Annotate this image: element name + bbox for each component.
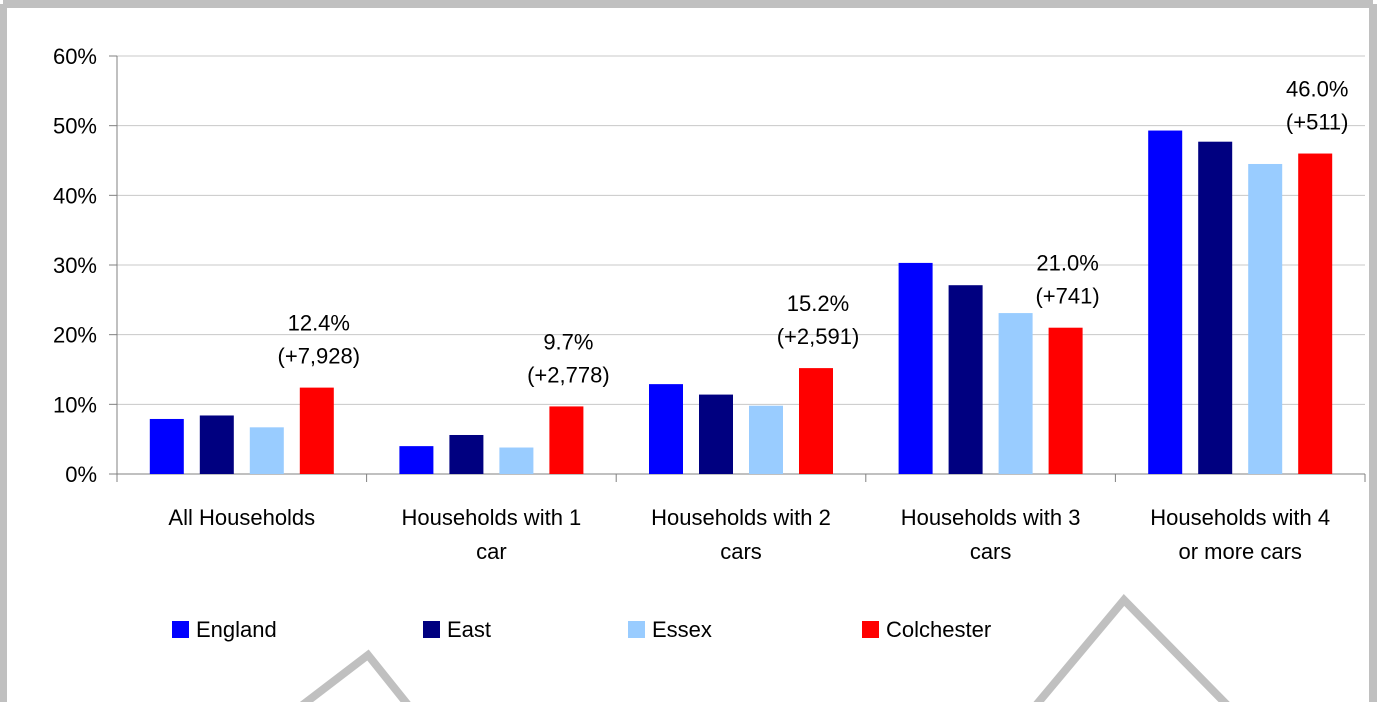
x-tick-label: or more cars [1178,539,1301,564]
y-tick-label: 10% [53,392,97,417]
legend-label-east: East [447,617,491,642]
bar-essex [499,447,534,474]
bar-colchester [299,387,334,474]
data-label: 46.0% [1286,77,1348,102]
x-tick-label: Households with 2 [651,505,831,530]
data-label: (+741) [1035,284,1099,309]
bar-east [699,394,733,474]
bar-east [449,434,484,474]
y-tick-label: 50% [53,114,97,139]
legend-swatch-colchester [862,621,879,638]
y-tick-label: 40% [53,183,97,208]
data-label: (+2,778) [527,362,610,387]
bar-colchester [799,368,833,474]
legend-swatch-east [423,621,440,638]
frame-chevron-right [1033,594,1230,702]
bar-england [898,262,933,474]
y-tick-label: 20% [53,323,97,348]
data-label: 12.4% [288,311,350,336]
bars [149,130,1333,475]
data-label: (+7,928) [278,344,361,369]
bar-east [948,285,983,474]
legend-label-england: England [196,617,277,642]
legend-swatch-essex [628,621,645,638]
frame-chevron-left [299,649,411,702]
y-tick-label: 30% [53,253,97,278]
data-label: 15.2% [787,291,849,316]
bar-colchester [1048,327,1083,474]
bar-colchester [1298,153,1333,475]
legend: England East Essex Colchester [172,617,991,642]
bar-east [1198,141,1233,474]
x-tick-label: Households with 1 [402,505,582,530]
data-label: 21.0% [1036,251,1098,276]
bar-east [199,415,234,474]
bar-colchester [549,406,584,474]
y-tick-label: 60% [53,44,97,69]
labels: 0% 10% 20% 30% 40% 50% 60% All Households Househ… [53,44,1349,564]
x-tick-label: cars [970,539,1012,564]
data-label: 9.7% [543,329,593,354]
x-tick-label: cars [720,539,762,564]
bar-essex [1248,163,1283,474]
data-label: (+511) [1286,110,1349,135]
bar-essex [249,427,284,474]
legend-label-colchester: Colchester [886,617,991,642]
bar-england [649,384,683,474]
x-tick-label: Households with 4 [1150,505,1330,530]
legend-label-essex: Essex [652,617,712,642]
bar-essex [749,405,783,474]
x-tick-label: Households with 3 [901,505,1081,530]
bar-essex [998,313,1033,474]
legend-swatch-england [172,621,189,638]
data-label: (+2,591) [777,324,860,349]
bar-england [399,446,434,474]
x-tick-label: car [476,539,507,564]
x-tick-label: All Households [168,505,315,530]
bar-england [149,418,184,474]
bar-england [1148,130,1183,474]
y-tick-label: 0% [65,462,97,487]
